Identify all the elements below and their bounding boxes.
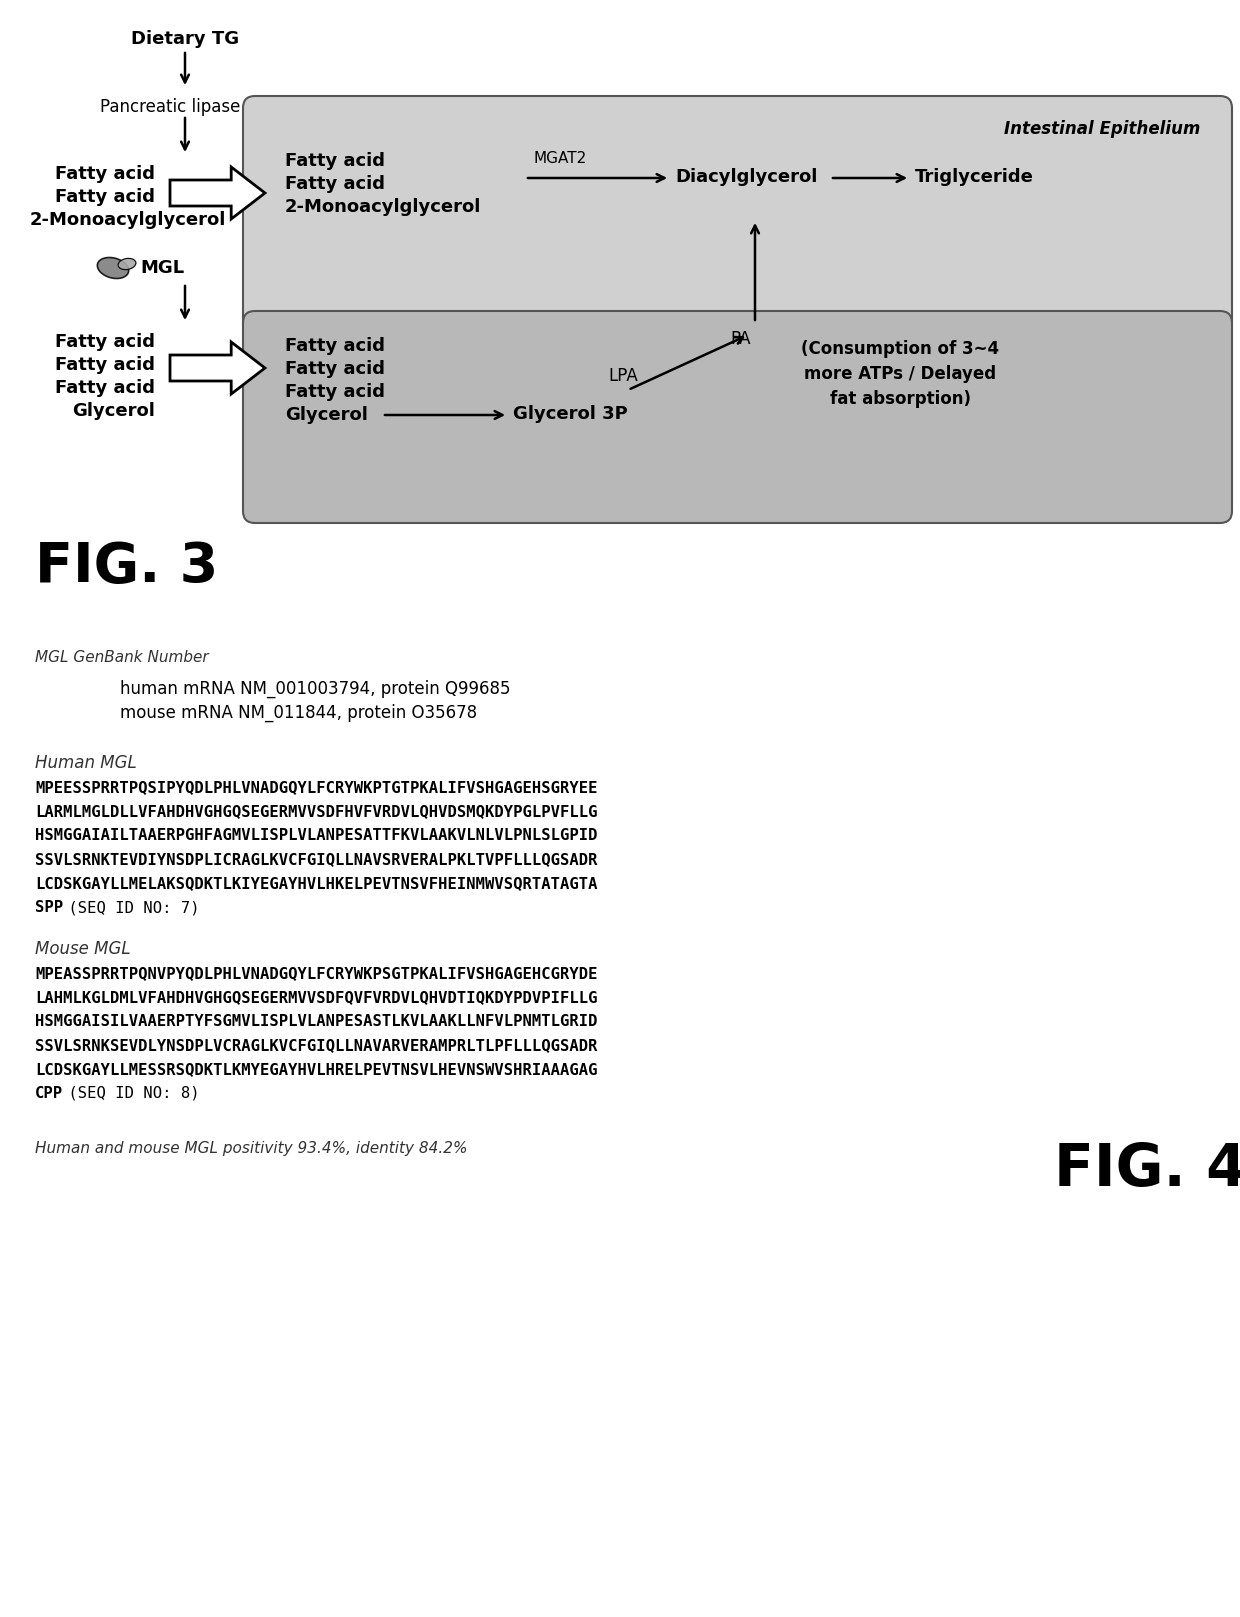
Text: Glycerol: Glycerol bbox=[72, 403, 155, 420]
Text: Human and mouse MGL positivity 93.4%, identity 84.2%: Human and mouse MGL positivity 93.4%, id… bbox=[35, 1142, 467, 1156]
Text: Mouse MGL: Mouse MGL bbox=[35, 939, 130, 957]
Ellipse shape bbox=[118, 259, 136, 270]
Text: FIG. 3: FIG. 3 bbox=[35, 540, 218, 593]
Text: Diacylglycerol: Diacylglycerol bbox=[675, 168, 817, 186]
Text: Fatty acid: Fatty acid bbox=[285, 336, 384, 356]
Text: Fatty acid: Fatty acid bbox=[285, 361, 384, 378]
Text: Fatty acid: Fatty acid bbox=[55, 333, 155, 351]
Text: MGAT2: MGAT2 bbox=[533, 150, 587, 167]
Text: CPP: CPP bbox=[35, 1087, 63, 1101]
Text: LCDSKGAYLLMELAKSQDKTLKIYEGAYHVLHKELPEVTNSVFHEINMWVSQRTATAGTA: LCDSKGAYLLMELAKSQDKTLKIYEGAYHVLHKELPEVTN… bbox=[35, 876, 598, 891]
Text: MGL: MGL bbox=[140, 259, 184, 277]
Text: (SEQ ID NO: 8): (SEQ ID NO: 8) bbox=[60, 1087, 200, 1101]
Text: FIG. 4: FIG. 4 bbox=[1054, 1142, 1240, 1198]
Text: HSMGGAISILVAAERPTYFSGMVLISPLVLANPESASTLKVLAAKLLNFVLPNMTLGRID: HSMGGAISILVAAERPTYFSGMVLISPLVLANPESASTLK… bbox=[35, 1014, 598, 1028]
Text: Pancreatic lipase: Pancreatic lipase bbox=[100, 99, 241, 116]
Text: Fatty acid: Fatty acid bbox=[55, 165, 155, 183]
FancyArrow shape bbox=[170, 343, 265, 395]
Text: LARMLMGLDLLVFAHDHVGHGQSEGERMVVSDFHVFVRDVLQHVDSMQKDYPGLPVFLLG: LARMLMGLDLLVFAHDHVGHGQSEGERMVVSDFHVFVRDV… bbox=[35, 804, 598, 818]
Text: Fatty acid: Fatty acid bbox=[285, 383, 384, 401]
Text: MPEASSPRRTPQNVPYQDLPHLVNADGQYLFCRYWKPSGTPKALIFVSHGAGEHCGRYDE: MPEASSPRRTPQNVPYQDLPHLVNADGQYLFCRYWKPSGT… bbox=[35, 965, 598, 982]
Text: Fatty acid: Fatty acid bbox=[55, 356, 155, 374]
FancyArrow shape bbox=[170, 167, 265, 218]
Text: SSVLSRNKTEVDIYNSDPLICRAGLKVCFGIQLLNAVSRVERALPKLTVPFLLLQGSADR: SSVLSRNKTEVDIYNSDPLICRAGLKVCFGIQLLNAVSRV… bbox=[35, 852, 598, 867]
Text: (Consumption of 3~4
more ATPs / Delayed
fat absorption): (Consumption of 3~4 more ATPs / Delayed … bbox=[801, 340, 999, 407]
Text: Dietary TG: Dietary TG bbox=[131, 31, 239, 49]
FancyBboxPatch shape bbox=[243, 95, 1233, 335]
Text: mouse mRNA NM_011844, protein O35678: mouse mRNA NM_011844, protein O35678 bbox=[120, 703, 477, 723]
Text: PA: PA bbox=[730, 330, 750, 348]
Text: 2-Monoacylglycerol: 2-Monoacylglycerol bbox=[285, 197, 481, 217]
Text: (SEQ ID NO: 7): (SEQ ID NO: 7) bbox=[60, 901, 200, 915]
Text: LPA: LPA bbox=[608, 367, 637, 385]
Text: HSMGGAIAILTAAERPGHFAGMVLISPLVLANPESATTFKVLAAKVLNLVLPNLSLGPID: HSMGGAIAILTAAERPGHFAGMVLISPLVLANPESATTFK… bbox=[35, 828, 598, 842]
Text: Fatty acid: Fatty acid bbox=[285, 175, 384, 192]
Text: SPP: SPP bbox=[35, 901, 63, 915]
Text: 2-Monoacylglycerol: 2-Monoacylglycerol bbox=[30, 210, 227, 230]
Text: Triglyceride: Triglyceride bbox=[915, 168, 1034, 186]
Text: MGL GenBank Number: MGL GenBank Number bbox=[35, 650, 208, 665]
Text: Intestinal Epithelium: Intestinal Epithelium bbox=[1003, 120, 1200, 137]
Text: MPEESSPRRTPQSIPYQDLPHLVNADGQYLFCRYWKPTGTPKALIFVSHGAGEHSGRYEE: MPEESSPRRTPQSIPYQDLPHLVNADGQYLFCRYWKPTGT… bbox=[35, 779, 598, 796]
Text: LCDSKGAYLLMESSRSQDKTLKMYEGAYHVLHRELPEVTNSVLHEVNSWVSHRIAAAGAG: LCDSKGAYLLMESSRSQDKTLKMYEGAYHVLHRELPEVTN… bbox=[35, 1062, 598, 1077]
Text: Human MGL: Human MGL bbox=[35, 754, 136, 771]
Text: Fatty acid: Fatty acid bbox=[285, 152, 384, 170]
Ellipse shape bbox=[97, 257, 129, 278]
FancyBboxPatch shape bbox=[243, 310, 1233, 522]
Text: Fatty acid: Fatty acid bbox=[55, 378, 155, 398]
Text: human mRNA NM_001003794, protein Q99685: human mRNA NM_001003794, protein Q99685 bbox=[120, 681, 511, 699]
Text: LAHMLKGLDMLVFAHDHVGHGQSEGERMVVSDFQVFVRDVLQHVDTIQKDYPDVPIFLLG: LAHMLKGLDMLVFAHDHVGHGQSEGERMVVSDFQVFVRDV… bbox=[35, 990, 598, 1006]
Text: Fatty acid: Fatty acid bbox=[55, 188, 155, 205]
Text: Glycerol: Glycerol bbox=[285, 406, 368, 424]
Text: Glycerol 3P: Glycerol 3P bbox=[513, 404, 627, 424]
Text: SSVLSRNKSEVDLYNSDPLVCRAGLKVCFGIQLLNAVARVERAMPRLTLPFLLLQGSADR: SSVLSRNKSEVDLYNSDPLVCRAGLKVCFGIQLLNAVARV… bbox=[35, 1038, 598, 1053]
